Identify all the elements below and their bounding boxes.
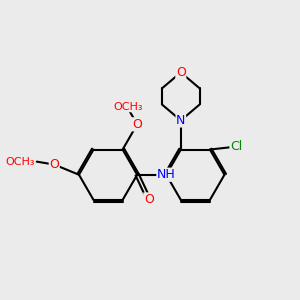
Text: O: O <box>176 66 186 79</box>
Text: OCH₃: OCH₃ <box>5 157 34 166</box>
Text: O: O <box>144 193 154 206</box>
Text: OCH₃: OCH₃ <box>114 102 143 112</box>
Text: N: N <box>176 114 185 127</box>
Text: O: O <box>49 158 59 171</box>
Text: Cl: Cl <box>230 140 242 153</box>
Text: O: O <box>132 118 142 131</box>
Text: NH: NH <box>157 168 176 181</box>
